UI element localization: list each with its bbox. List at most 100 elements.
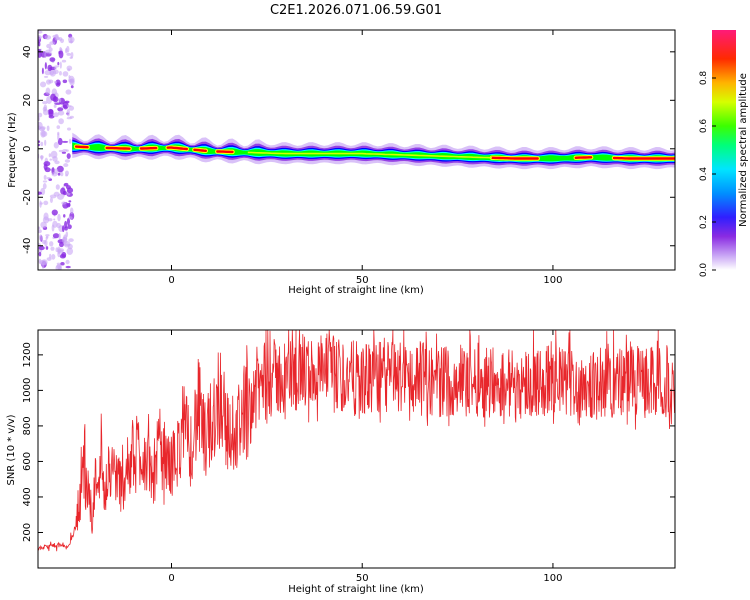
spectrogram-noise-cell xyxy=(54,168,59,174)
spectrogram-noise-cell xyxy=(56,82,60,86)
spectrogram-noise-cell xyxy=(59,70,62,76)
spectrogram-noise-cell xyxy=(38,229,42,234)
snr-ytick-label: 400 xyxy=(22,487,33,506)
spectrogram-noise-cell xyxy=(38,140,41,143)
spectrogram-noise-cell xyxy=(63,182,69,187)
spectrogram-noise-cell xyxy=(60,262,65,266)
spectrogram-noise-cell xyxy=(56,165,64,173)
spectrogram-noise-cell xyxy=(48,153,51,158)
spectrogram-noise-cell xyxy=(38,35,42,40)
spectrogram-noise-cell xyxy=(57,213,61,222)
spectrogram-noise-cell xyxy=(44,51,47,59)
spectrogram-noise-cell xyxy=(68,138,72,144)
colorbar-tick-label: 0.4 xyxy=(699,167,709,182)
spectrogram-ytick-label: 40 xyxy=(22,45,33,58)
colorbar-tick-label: 0.6 xyxy=(699,119,709,134)
spectrogram-noise-cell xyxy=(61,59,67,63)
spectrogram-noise-cell xyxy=(46,235,49,239)
spectrogram-noise-cell xyxy=(46,125,50,132)
spectrogram-noise-cell xyxy=(58,98,62,103)
spectrogram-noise-cell xyxy=(46,176,51,180)
spectrogram-noise-cell xyxy=(48,79,54,84)
spectrogram-noise-cell xyxy=(57,110,65,116)
spectrogram-noise-cell xyxy=(53,218,56,221)
spectrogram-noise-cell xyxy=(45,246,49,250)
spectrogram-noise-cell xyxy=(38,42,41,47)
spectrogram-noise-cell xyxy=(39,81,47,88)
spectrogram-noise-cell xyxy=(39,202,43,205)
spectrogram-noise-cell xyxy=(53,112,59,118)
spectrogram-noise-cell xyxy=(40,129,46,138)
spectrogram-panel: 0 50 100 -40 -20 0 20 40 Height of straight lin… xyxy=(7,29,676,296)
spectrogram-noise-cell xyxy=(52,96,59,103)
spectrogram-noise-cell xyxy=(52,69,59,75)
spectrogram-noise-cell xyxy=(53,104,57,108)
spectrogram-noise-cell xyxy=(67,68,71,72)
spectrogram-noise-cell xyxy=(65,265,71,269)
spectrogram-noise-cell xyxy=(44,139,47,146)
spectrogram-noise-cell xyxy=(61,251,67,258)
spectrogram-noise-cell xyxy=(45,49,51,54)
spectrogram-noise-cell xyxy=(38,143,41,147)
spectrogram-noise-cell xyxy=(42,180,48,183)
spectrogram-noise-cell xyxy=(66,45,70,53)
snr-ylabel: SNR (10 * v/v) xyxy=(6,414,17,485)
spectrogram-xtick-label: 100 xyxy=(543,275,562,286)
spectrogram-peak xyxy=(490,156,539,160)
spectrogram-noise-cell xyxy=(43,200,49,206)
spectrogram-peak xyxy=(74,145,89,149)
spectrogram-noise-cell xyxy=(69,56,73,60)
colorbar-tick-label: 0.2 xyxy=(699,215,709,229)
spectrogram-noise-cell xyxy=(47,64,53,72)
spectrogram-noise-cell xyxy=(64,159,71,163)
spectrogram-noise-cell xyxy=(53,141,59,149)
spectrogram-noise-cell xyxy=(68,238,74,243)
spectrogram-noise-cell xyxy=(50,246,55,251)
spectrogram-noise-cell xyxy=(61,151,67,154)
spectrogram-noise-cell xyxy=(68,78,72,83)
spectrogram-noise-cell xyxy=(62,79,68,84)
spectrogram-noise-cell xyxy=(68,40,74,44)
spectrogram-noise-cell xyxy=(70,52,74,59)
spectrogram-noise-cell xyxy=(57,172,61,176)
spectrogram-noise-cell xyxy=(55,184,60,190)
spectrogram-noise-cell xyxy=(49,197,53,203)
spectrogram-noise-cell xyxy=(44,70,52,76)
spectrogram-noise-cell xyxy=(49,253,52,259)
spectrogram-noise-cell xyxy=(59,61,62,69)
spectrogram-noise-cell xyxy=(66,153,71,159)
spectrogram-noise-cell xyxy=(38,112,43,118)
spectrogram-peak xyxy=(574,156,593,159)
spectrogram-noise-cell xyxy=(49,158,53,161)
spectrogram-noise-cell xyxy=(50,150,58,159)
spectrogram-noise-cell xyxy=(57,133,60,141)
spectrogram-peak xyxy=(105,146,131,150)
spectrogram-noise-cell xyxy=(39,259,47,266)
spectrogram-noise-cell xyxy=(65,174,69,177)
spectrogram-xtick-label: 50 xyxy=(356,275,369,286)
spectrogram-noise-cell xyxy=(56,222,61,229)
spectrogram-ytick-label: 20 xyxy=(22,94,33,107)
spectrogram-noise-cell xyxy=(58,37,63,41)
spectrogram-noise-cell xyxy=(65,89,72,95)
spectrogram-noise-cell xyxy=(66,52,71,56)
spectrogram-noise-cell xyxy=(40,141,44,147)
spectrogram-noise-cell xyxy=(49,41,56,45)
spectrogram-ytick-label: -40 xyxy=(22,238,33,254)
spectrogram-noise-cell xyxy=(38,251,42,257)
spectrogram-noise-cell xyxy=(57,61,60,66)
spectrogram-noise-cell xyxy=(52,233,60,239)
spectrogram-noise-cell xyxy=(62,190,67,196)
spectrogram-noise-cell xyxy=(38,30,43,34)
colorbar-tick-label: 0.0 xyxy=(699,263,709,278)
spectrogram-ridge xyxy=(247,151,492,159)
spectrogram-noise-cell xyxy=(61,105,64,109)
spectrogram-noise-cell xyxy=(54,80,57,84)
spectrogram-noise-cell xyxy=(38,121,43,130)
snr-frame xyxy=(37,329,676,569)
spectrogram-noise-cell xyxy=(54,66,57,70)
spectrogram-noise-cell xyxy=(63,163,69,168)
spectrogram-noise-cell xyxy=(56,262,61,266)
snr-panel: 0 50 100 200 400 600 800 1000 1200 Height of str… xyxy=(6,329,676,595)
